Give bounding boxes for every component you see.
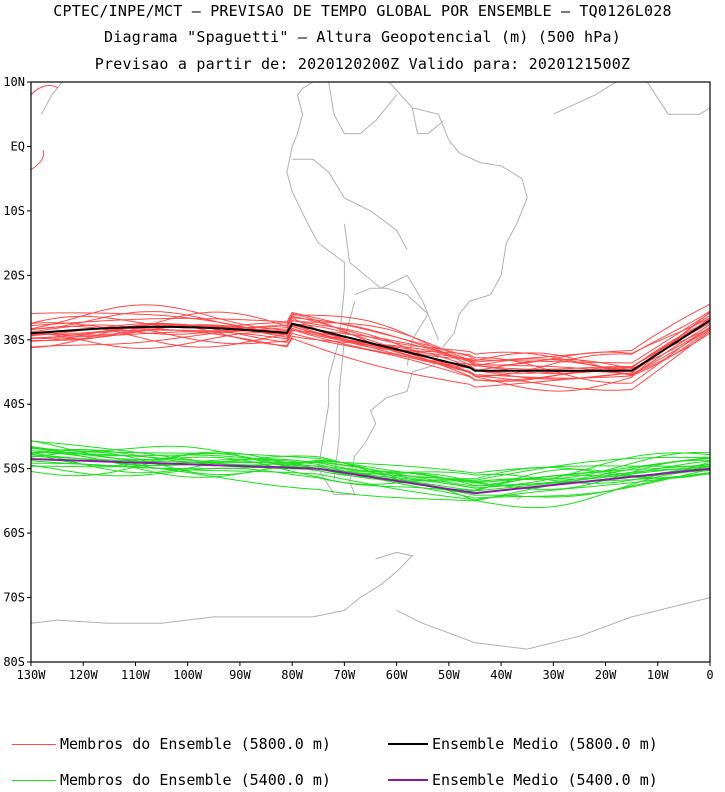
legend-swatch-mean-5400	[388, 779, 428, 781]
lat-tick-label: 80S	[3, 655, 25, 669]
lon-tick-label: 120W	[69, 668, 99, 682]
lon-tick-label: 0	[706, 668, 713, 682]
member-5400-contour	[31, 440, 710, 481]
member-5400-contour	[31, 440, 710, 485]
title-line-1: CPTEC/INPE/MCT – PREVISAO DE TEMPO GLOBA…	[53, 2, 672, 20]
lat-tick-label: EQ	[11, 139, 25, 153]
member-5400-contour	[31, 451, 710, 492]
member-5800-contour	[31, 323, 710, 382]
member-5800-contour	[31, 311, 710, 364]
legend-label-members-5400: Membros do Ensemble (5400.0 m)	[60, 771, 331, 789]
pacific-edge-coast	[40, 82, 63, 115]
coastline-layer	[31, 82, 710, 650]
legend-label-mean-5400: Ensemble Medio (5400.0 m)	[432, 771, 658, 789]
africa-coast	[553, 82, 710, 115]
member-5800-contour	[31, 319, 710, 388]
borders-2	[292, 158, 408, 250]
lat-tick-label: 10S	[3, 204, 25, 218]
member-5800-contour	[31, 324, 710, 384]
member-5400-contour	[31, 447, 710, 483]
antarctica-weddell-coast	[396, 597, 710, 650]
member-5400-contour	[31, 462, 710, 501]
latitude-axis: 10N EQ 10S 20S 30S 40S 50S 60S 70S 80S	[3, 75, 31, 669]
member-5800-contour	[31, 304, 710, 377]
central-america-coast	[275, 82, 293, 83]
contour-layer	[31, 85, 710, 509]
lon-tick-label: 90W	[229, 668, 251, 682]
lon-tick-label: 100W	[173, 668, 203, 682]
lon-tick-label: 70W	[334, 668, 356, 682]
lon-tick-label: 10W	[647, 668, 669, 682]
member-5800-contour-fragment	[31, 85, 59, 96]
borders-1	[343, 223, 439, 340]
legend-label-mean-5800: Ensemble Medio (5800.0 m)	[432, 735, 658, 753]
lat-tick-label: 10N	[3, 75, 25, 89]
member-5800-contour	[31, 315, 710, 372]
legend-members-5400: Membros do Ensemble (5400.0 m)	[12, 771, 331, 789]
lon-tick-label: 20W	[595, 668, 617, 682]
legend-mean-5400: Ensemble Medio (5400.0 m)	[388, 771, 658, 789]
mean-5400-contour	[31, 458, 710, 495]
lat-tick-label: 60S	[3, 526, 25, 540]
antarctica-west-coast	[31, 551, 414, 624]
borders-5	[354, 287, 429, 366]
legend-members-5800: Membros do Ensemble (5800.0 m)	[12, 735, 331, 753]
borders-6	[333, 300, 356, 482]
legend-mean-5800: Ensemble Medio (5800.0 m)	[388, 735, 658, 753]
member-5800-contour	[31, 324, 710, 379]
member-5800-contour	[31, 311, 710, 366]
borders-3	[328, 82, 397, 135]
south-america-coast	[286, 82, 528, 495]
lon-tick-label: 40W	[490, 668, 512, 682]
member-5400-contour	[31, 446, 710, 474]
member-5800-contour-fragment	[31, 149, 45, 171]
lon-tick-label: 110W	[121, 668, 151, 682]
mean-5800-contour	[31, 319, 710, 372]
lat-tick-label: 50S	[3, 462, 25, 476]
map-frame	[30, 81, 711, 663]
title-line-2: Diagrama "Spaguetti" – Altura Geopotenci…	[104, 28, 621, 46]
legend-swatch-members-5800	[12, 743, 56, 745]
legend-label-members-5800: Membros do Ensemble (5800.0 m)	[60, 735, 331, 753]
lat-tick-label: 70S	[3, 591, 25, 605]
borders-4	[411, 107, 444, 135]
member-5400-contour	[31, 450, 710, 489]
lat-tick-label: 30S	[3, 333, 25, 347]
longitude-axis: 130W 120W 110W 100W 90W 80W 70W 60W 50W 40W 30W 20W…	[17, 662, 714, 682]
legend-swatch-members-5400	[12, 779, 56, 781]
member-5400-contour	[31, 454, 710, 502]
lon-tick-label: 80W	[281, 668, 303, 682]
lon-tick-label: 130W	[17, 668, 47, 682]
legend-swatch-mean-5800	[388, 743, 428, 745]
lat-tick-label: 20S	[3, 268, 25, 282]
member-5800-contour	[31, 311, 710, 371]
lat-tick-label: 40S	[3, 397, 25, 411]
lon-tick-label: 50W	[438, 668, 460, 682]
member-5800-contour	[31, 323, 710, 377]
title-line-3: Previsao a partir de: 2020120200Z Valido…	[94, 55, 631, 73]
member-5800-contour	[31, 322, 710, 391]
lon-tick-label: 30W	[542, 668, 564, 682]
lon-tick-label: 60W	[386, 668, 408, 682]
member-5400-contour	[31, 452, 710, 484]
